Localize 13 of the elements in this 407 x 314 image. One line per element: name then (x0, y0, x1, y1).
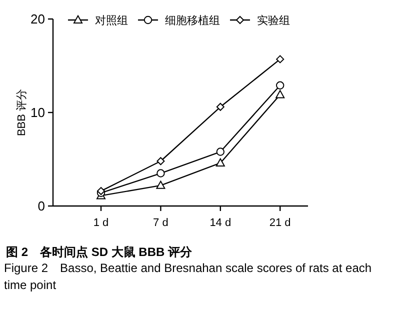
text: Figure 2 Basso, Beattie and Bresnahan scale scores of rats at each time point (4, 260, 373, 294)
y-tick-label: 0 (38, 198, 45, 214)
legend-label: 对照组 (95, 14, 128, 27)
y-tick-label: 20 (30, 12, 45, 26)
x-tick-label: 7 d (153, 217, 168, 229)
x-tick-label: 21 d (269, 217, 291, 229)
y-axis-title: BBB 评分 (16, 88, 28, 136)
legend-label: 实验组 (257, 14, 290, 27)
legend-label: 细胞移植组 (165, 14, 220, 27)
x-tick-label: 1 d (93, 217, 109, 229)
x-tick-label: 14 d (210, 217, 232, 229)
text: 图 2 各时间点 SD 大鼠 BBB 评分 (6, 245, 194, 259)
y-tick-label: 10 (30, 105, 45, 120)
